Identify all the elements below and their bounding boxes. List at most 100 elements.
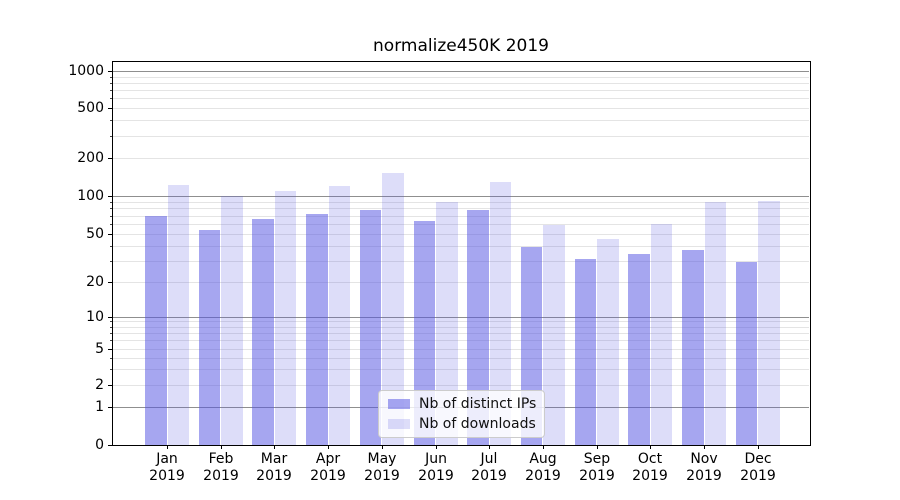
x-tick-label-feb: Feb 2019: [203, 451, 239, 484]
y-gridline-minor-300: [113, 136, 809, 137]
bar-nov-downloads: [704, 201, 726, 445]
y-minor-tick-3: [110, 369, 112, 370]
y-gridline-minor-7: [113, 333, 809, 334]
y-gridline-minor-600: [113, 98, 809, 99]
bar-dec-distinct-ips: [735, 262, 758, 445]
y-tick-5: [108, 349, 112, 350]
y-tick-50: [108, 234, 112, 235]
y-gridline-10: [113, 317, 809, 318]
bar-jan-distinct-ips: [145, 216, 167, 445]
bar-sep-distinct-ips: [574, 258, 597, 445]
x-tick-label-may: May 2019: [364, 451, 400, 484]
y-tick-label-500: 500: [77, 100, 104, 116]
x-tick-mar: [274, 445, 275, 449]
x-tick-feb: [221, 445, 222, 449]
x-tick-sep: [597, 445, 598, 449]
x-tick-label-aug: Aug 2019: [525, 451, 561, 484]
y-gridline-minor-90: [113, 202, 809, 203]
y-tick-label-10: 10: [86, 309, 104, 325]
y-tick-label-100: 100: [77, 188, 104, 204]
y-tick-20: [108, 282, 112, 283]
y-minor-tick-4: [110, 358, 112, 359]
y-tick-1000: [108, 71, 112, 72]
y-minor-tick-60: [110, 224, 112, 225]
x-tick-apr: [328, 445, 329, 449]
x-tick-nov: [704, 445, 705, 449]
y-gridline-minor-900: [113, 77, 809, 78]
y-minor-tick-8: [110, 327, 112, 328]
x-tick-oct: [650, 445, 651, 449]
y-gridline-1000: [113, 71, 809, 72]
y-minor-tick-600: [110, 98, 112, 99]
y-gridline-minor-5: [113, 349, 809, 350]
x-tick-jul: [489, 445, 490, 449]
y-tick-1: [108, 407, 112, 408]
y-minor-tick-400: [110, 120, 112, 121]
y-gridline-minor-30: [113, 261, 809, 262]
y-tick-label-1: 1: [95, 399, 104, 415]
y-gridline-minor-200: [113, 158, 809, 159]
y-tick-200: [108, 158, 112, 159]
x-tick-jan: [167, 445, 168, 449]
y-tick-2: [108, 385, 112, 386]
legend-label-distinct-ips: Nb of distinct IPs: [419, 396, 537, 412]
y-minor-tick-40: [110, 246, 112, 247]
x-tick-label-dec: Dec 2019: [740, 451, 776, 484]
bar-mar-distinct-ips: [252, 218, 274, 445]
bar-mar-downloads: [274, 191, 297, 445]
legend: Nb of distinct IPs Nb of downloads: [378, 390, 545, 438]
bar-oct-distinct-ips: [628, 254, 650, 445]
x-tick-label-jan: Jan 2019: [149, 451, 185, 484]
y-gridline-minor-6: [113, 340, 809, 341]
bar-feb-distinct-ips: [198, 229, 221, 445]
y-minor-tick-9: [110, 321, 112, 322]
y-tick-label-0: 0: [95, 437, 104, 453]
bar-may-distinct-ips: [359, 209, 382, 445]
y-gridline-minor-500: [113, 108, 809, 109]
y-gridline-minor-50: [113, 234, 809, 235]
y-tick-0: [108, 445, 112, 446]
y-tick-label-20: 20: [86, 274, 104, 290]
x-tick-label-oct: Oct 2019: [632, 451, 668, 484]
y-tick-10: [108, 317, 112, 318]
bar-jul-downloads: [489, 181, 512, 445]
y-minor-tick-700: [110, 90, 112, 91]
y-tick-100: [108, 196, 112, 197]
y-gridline-minor-700: [113, 90, 809, 91]
y-tick-label-1000: 1000: [68, 63, 104, 79]
legend-label-downloads: Nb of downloads: [419, 416, 536, 432]
y-gridline-minor-20: [113, 282, 809, 283]
bar-sep-downloads: [597, 239, 619, 445]
y-minor-tick-800: [110, 83, 112, 84]
bar-apr-downloads: [328, 185, 351, 445]
y-minor-tick-90: [110, 202, 112, 203]
bar-nov-distinct-ips: [682, 249, 704, 445]
bar-may-downloads: [382, 173, 404, 445]
x-tick-label-jul: Jul 2019: [471, 451, 507, 484]
bar-dec-downloads: [758, 200, 780, 445]
y-gridline-minor-9: [113, 321, 809, 322]
x-tick-label-sep: Sep 2019: [579, 451, 615, 484]
x-tick-label-nov: Nov 2019: [686, 451, 722, 484]
y-gridline-100: [113, 196, 809, 197]
legend-swatch-downloads: [388, 419, 410, 429]
y-tick-500: [108, 108, 112, 109]
x-tick-label-apr: Apr 2019: [310, 451, 346, 484]
bar-jul-distinct-ips: [467, 210, 489, 445]
legend-item-downloads: Nb of downloads: [388, 416, 536, 432]
y-minor-tick-30: [110, 261, 112, 262]
y-tick-label-5: 5: [95, 341, 104, 357]
y-minor-tick-80: [110, 208, 112, 209]
y-gridline-minor-800: [113, 83, 809, 84]
y-gridline-minor-70: [113, 216, 809, 217]
y-gridline-minor-8: [113, 327, 809, 328]
x-tick-dec: [758, 445, 759, 449]
y-minor-tick-300: [110, 136, 112, 137]
bar-jun-downloads: [436, 202, 458, 445]
bar-jun-distinct-ips: [413, 221, 435, 445]
y-gridline-minor-2: [113, 385, 809, 386]
y-tick-label-2: 2: [95, 377, 104, 393]
x-tick-label-mar: Mar 2019: [256, 451, 292, 484]
y-minor-tick-900: [110, 77, 112, 78]
bar-aug-downloads: [543, 224, 565, 445]
